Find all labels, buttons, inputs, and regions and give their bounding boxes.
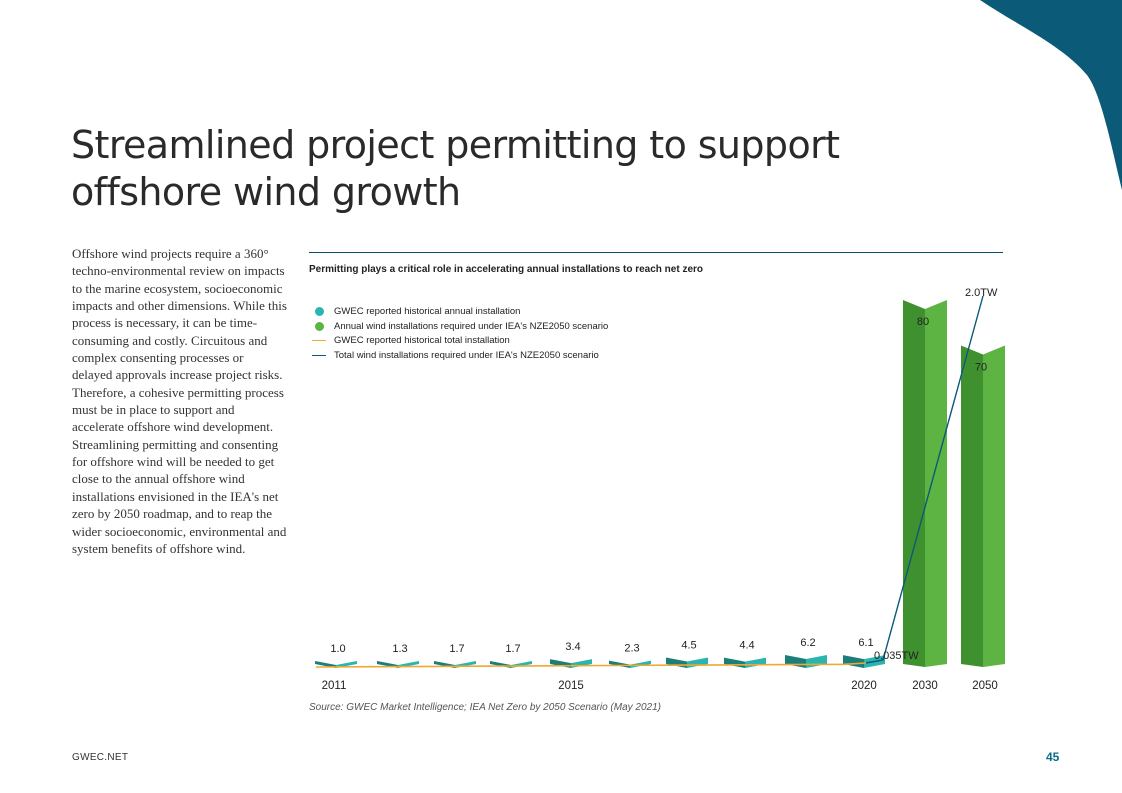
historical-bar-right xyxy=(687,657,708,668)
historical-bar-label: 6.2 xyxy=(800,637,815,649)
page-title-line-1: Streamlined project permitting to suppor… xyxy=(71,123,840,167)
historical-bar-left xyxy=(609,660,630,668)
nze-bar-left xyxy=(961,345,983,667)
historical-bar-label: 3.4 xyxy=(565,641,580,653)
historical-total-line xyxy=(315,662,867,668)
nze-bar-label: 80 xyxy=(917,316,929,328)
historical-bar-left xyxy=(490,661,511,668)
historical-bar-left xyxy=(666,657,687,668)
nze-total-line xyxy=(865,295,984,664)
corner-decoration xyxy=(980,0,1122,190)
historical-bar-left xyxy=(785,655,806,668)
historical-bar-label: 4.4 xyxy=(739,640,754,652)
page-number: 45 xyxy=(1046,750,1060,764)
x-tick-label: 2020 xyxy=(851,680,877,692)
legend-label: GWEC reported historical annual installa… xyxy=(334,305,521,317)
nze-bar-label: 70 xyxy=(975,362,987,374)
historical-bar-label: 1.7 xyxy=(505,643,520,655)
page-title-line-2: offshore wind growth xyxy=(71,170,461,214)
historical-bar-right xyxy=(511,661,532,668)
legend-item-nze-annual: Annual wind installations required under… xyxy=(311,319,608,334)
nze-bar-left xyxy=(903,300,925,667)
historical-bar-right xyxy=(806,655,827,668)
legend-item-historical-total: GWEC reported historical total installat… xyxy=(311,333,608,348)
chart-source: Source: GWEC Market Intelligence; IEA Ne… xyxy=(309,702,662,713)
legend-label: Annual wind installations required under… xyxy=(334,320,609,332)
x-tick-label: 2011 xyxy=(322,680,347,692)
body-paragraph: Offshore wind projects require a 360° te… xyxy=(72,246,287,556)
historical-bar-right xyxy=(630,660,651,668)
nze-bar-right xyxy=(983,345,1005,667)
total-label-2020: 0.035TW xyxy=(874,650,919,662)
x-tick-label: 2050 xyxy=(972,680,998,692)
total-label-2050: 2.0TW xyxy=(965,287,998,299)
historical-bar-left xyxy=(843,655,864,668)
historical-bar-label: 1.7 xyxy=(449,643,464,655)
page-title: Streamlined project permitting to suppor… xyxy=(71,122,840,216)
legend-line-icon xyxy=(312,354,326,356)
chart-legend: GWEC reported historical annual installa… xyxy=(311,304,608,363)
nze-bar-right xyxy=(925,300,947,667)
legend-line-icon xyxy=(312,340,326,342)
historical-bar-left xyxy=(550,659,571,668)
x-tick-label: 2030 xyxy=(912,680,938,692)
chart-top-rule xyxy=(309,252,1003,253)
chart-title: Permitting plays a critical role in acce… xyxy=(309,264,704,275)
historical-bar-left xyxy=(724,657,745,668)
legend-item-historical-annual: GWEC reported historical annual installa… xyxy=(311,304,608,319)
legend-dot-icon xyxy=(314,321,324,331)
historical-bar-label: 1.3 xyxy=(392,643,407,655)
historical-bar-right xyxy=(571,659,592,668)
historical-bar-label: 4.5 xyxy=(681,639,696,651)
legend-label: GWEC reported historical total installat… xyxy=(334,335,510,347)
historical-bar-label: 2.3 xyxy=(624,643,639,655)
historical-bar-label: 6.1 xyxy=(858,637,873,649)
footer-site: GWEC.NET xyxy=(72,752,129,763)
historical-bar-right xyxy=(745,657,766,668)
x-tick-label: 2015 xyxy=(558,680,584,692)
legend-label: Total wind installations required under … xyxy=(334,349,599,361)
historical-bar-label: 1.0 xyxy=(330,643,345,655)
legend-dot-icon xyxy=(314,306,324,316)
legend-item-nze-total: Total wind installations required under … xyxy=(311,348,608,363)
